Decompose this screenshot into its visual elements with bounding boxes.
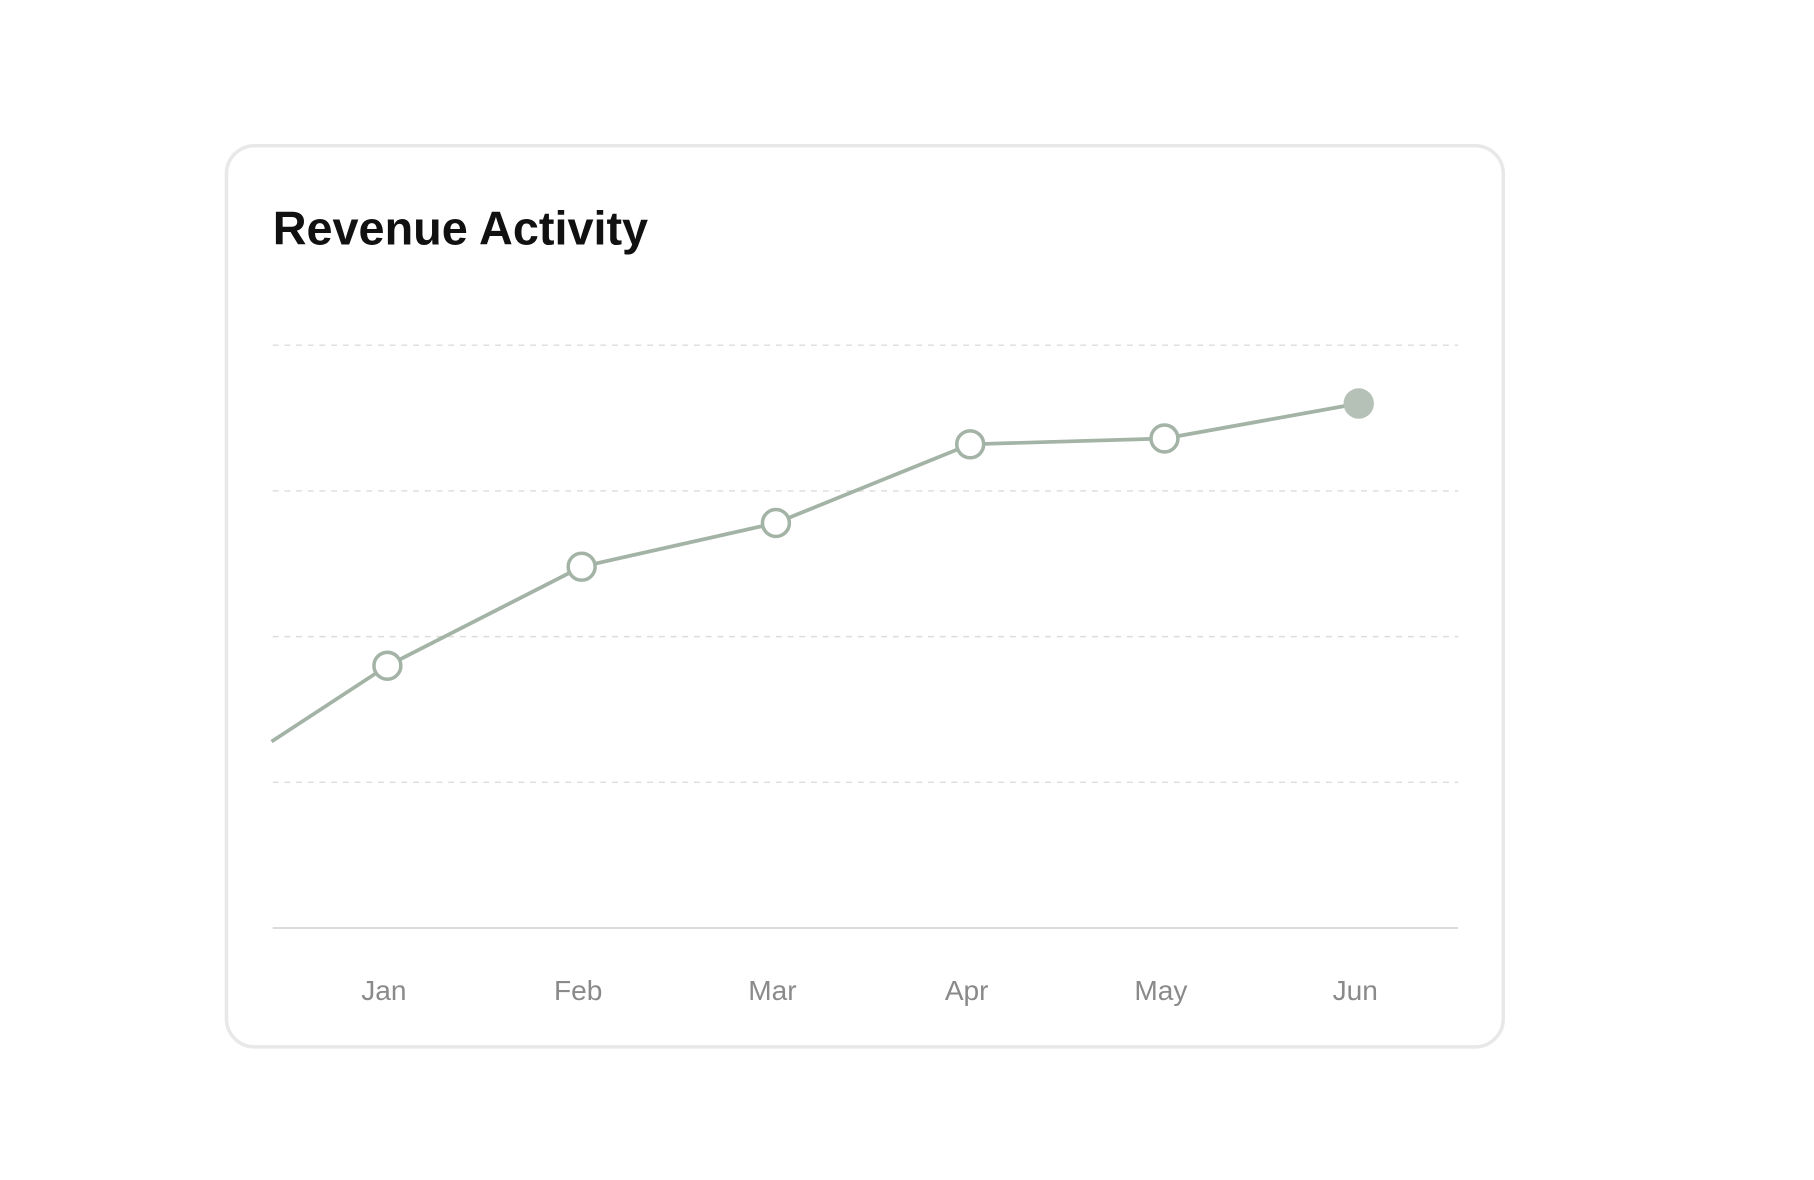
chart-title: Revenue Activity — [273, 203, 648, 255]
x-tick-label: Jan — [361, 975, 406, 1006]
point — [1149, 423, 1180, 454]
highlight-point — [1343, 388, 1374, 419]
x-tick-label: Feb — [554, 975, 602, 1006]
point — [372, 650, 403, 681]
point — [566, 551, 597, 582]
x-tick-label: Apr — [945, 975, 989, 1006]
x-tick-label: Jun — [1333, 975, 1378, 1006]
point — [760, 507, 792, 539]
x-tick-label: May — [1134, 975, 1187, 1006]
point — [954, 429, 986, 460]
card — [224, 143, 1506, 1049]
x-tick-label: Mar — [748, 975, 796, 1006]
